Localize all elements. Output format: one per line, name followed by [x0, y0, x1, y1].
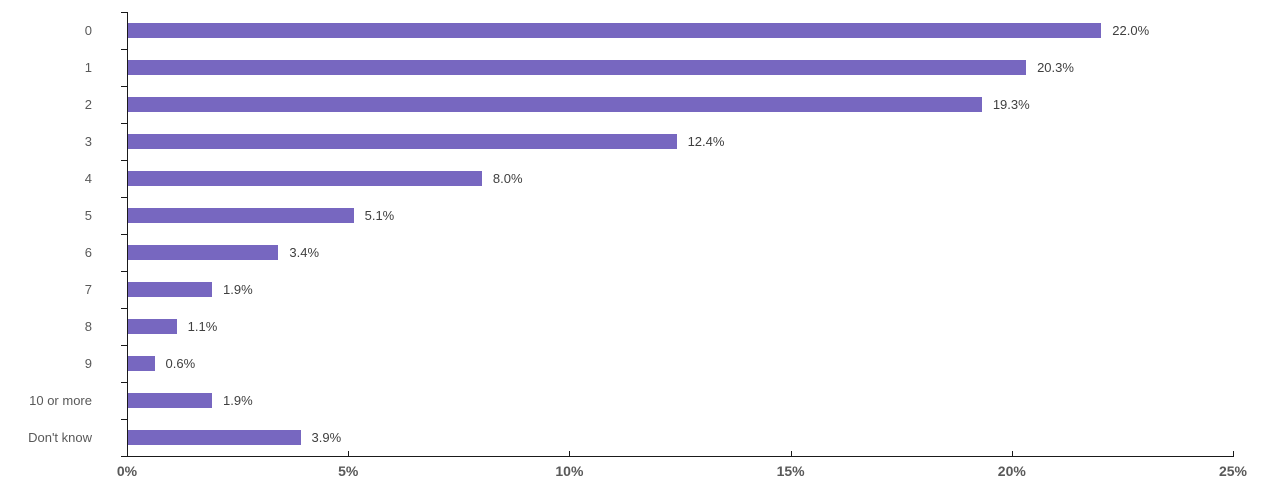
bar-value-label: 20.3% [1037, 60, 1074, 75]
bar [128, 282, 213, 297]
y-axis-tick [121, 234, 127, 235]
category-label: 1 [84, 60, 92, 75]
y-axis-tick [121, 12, 127, 13]
category-label: 5 [84, 208, 92, 223]
y-axis-line [127, 12, 128, 457]
x-axis-tick-label: 0% [116, 463, 138, 479]
category-label: 4 [84, 171, 92, 186]
bar [128, 393, 213, 408]
x-axis-tick [1233, 451, 1234, 456]
bar-value-label: 3.4% [289, 245, 320, 260]
x-axis-tick-label: 20% [997, 463, 1026, 479]
category-label: 0 [84, 23, 92, 38]
category-label: 3 [84, 134, 92, 149]
bar-value-label: 3.9% [311, 430, 342, 445]
bar [128, 23, 1102, 38]
bar-value-label: 22.0% [1112, 23, 1150, 38]
bar-value-label: 1.9% [223, 393, 253, 408]
bar [128, 356, 155, 371]
y-axis-tick [121, 345, 127, 346]
x-axis-tick [348, 451, 350, 456]
bar [128, 60, 1027, 75]
x-axis-tick [569, 451, 571, 456]
x-axis-tick-label: 10% [555, 463, 584, 479]
y-axis-tick [121, 197, 127, 198]
x-axis-line [127, 456, 1234, 457]
category-label: 9 [84, 356, 92, 371]
bar [128, 171, 482, 186]
bar [128, 134, 677, 149]
y-axis-tick [121, 382, 127, 383]
bar-value-label: 19.3% [992, 97, 1030, 112]
bar [128, 430, 301, 445]
x-axis-tick-label: 15% [776, 463, 805, 479]
bar-value-label: 0.6% [165, 356, 196, 371]
category-label: 6 [84, 245, 92, 260]
x-axis-tick-label: 5% [338, 463, 359, 479]
x-axis-tick [127, 451, 128, 456]
y-axis-tick [121, 160, 127, 161]
x-axis-tick [1011, 451, 1013, 456]
y-axis-tick [121, 49, 127, 50]
y-axis-tick [121, 123, 127, 124]
bar-value-label: 12.4% [687, 134, 725, 149]
bar-value-label: 5.1% [364, 208, 395, 223]
bar [128, 208, 354, 223]
y-axis-tick [121, 308, 127, 309]
category-label: 2 [84, 97, 92, 112]
bar-value-label: 1.9% [223, 282, 253, 297]
y-axis-tick [121, 271, 127, 272]
bar-value-label: 1.1% [187, 319, 218, 334]
y-axis-tick [121, 456, 127, 457]
bar [128, 97, 982, 112]
y-axis-tick [121, 419, 127, 420]
category-label: Don't know [28, 430, 92, 445]
bar-value-label: 8.0% [492, 171, 523, 186]
category-label: 8 [84, 319, 92, 334]
x-axis-tick-label: 25% [1218, 463, 1248, 479]
category-label: 10 or more [29, 393, 92, 408]
bar [128, 319, 177, 334]
x-axis-tick [790, 451, 792, 456]
category-label: 7 [84, 282, 92, 297]
y-axis-tick [121, 86, 127, 87]
bar [128, 245, 279, 260]
